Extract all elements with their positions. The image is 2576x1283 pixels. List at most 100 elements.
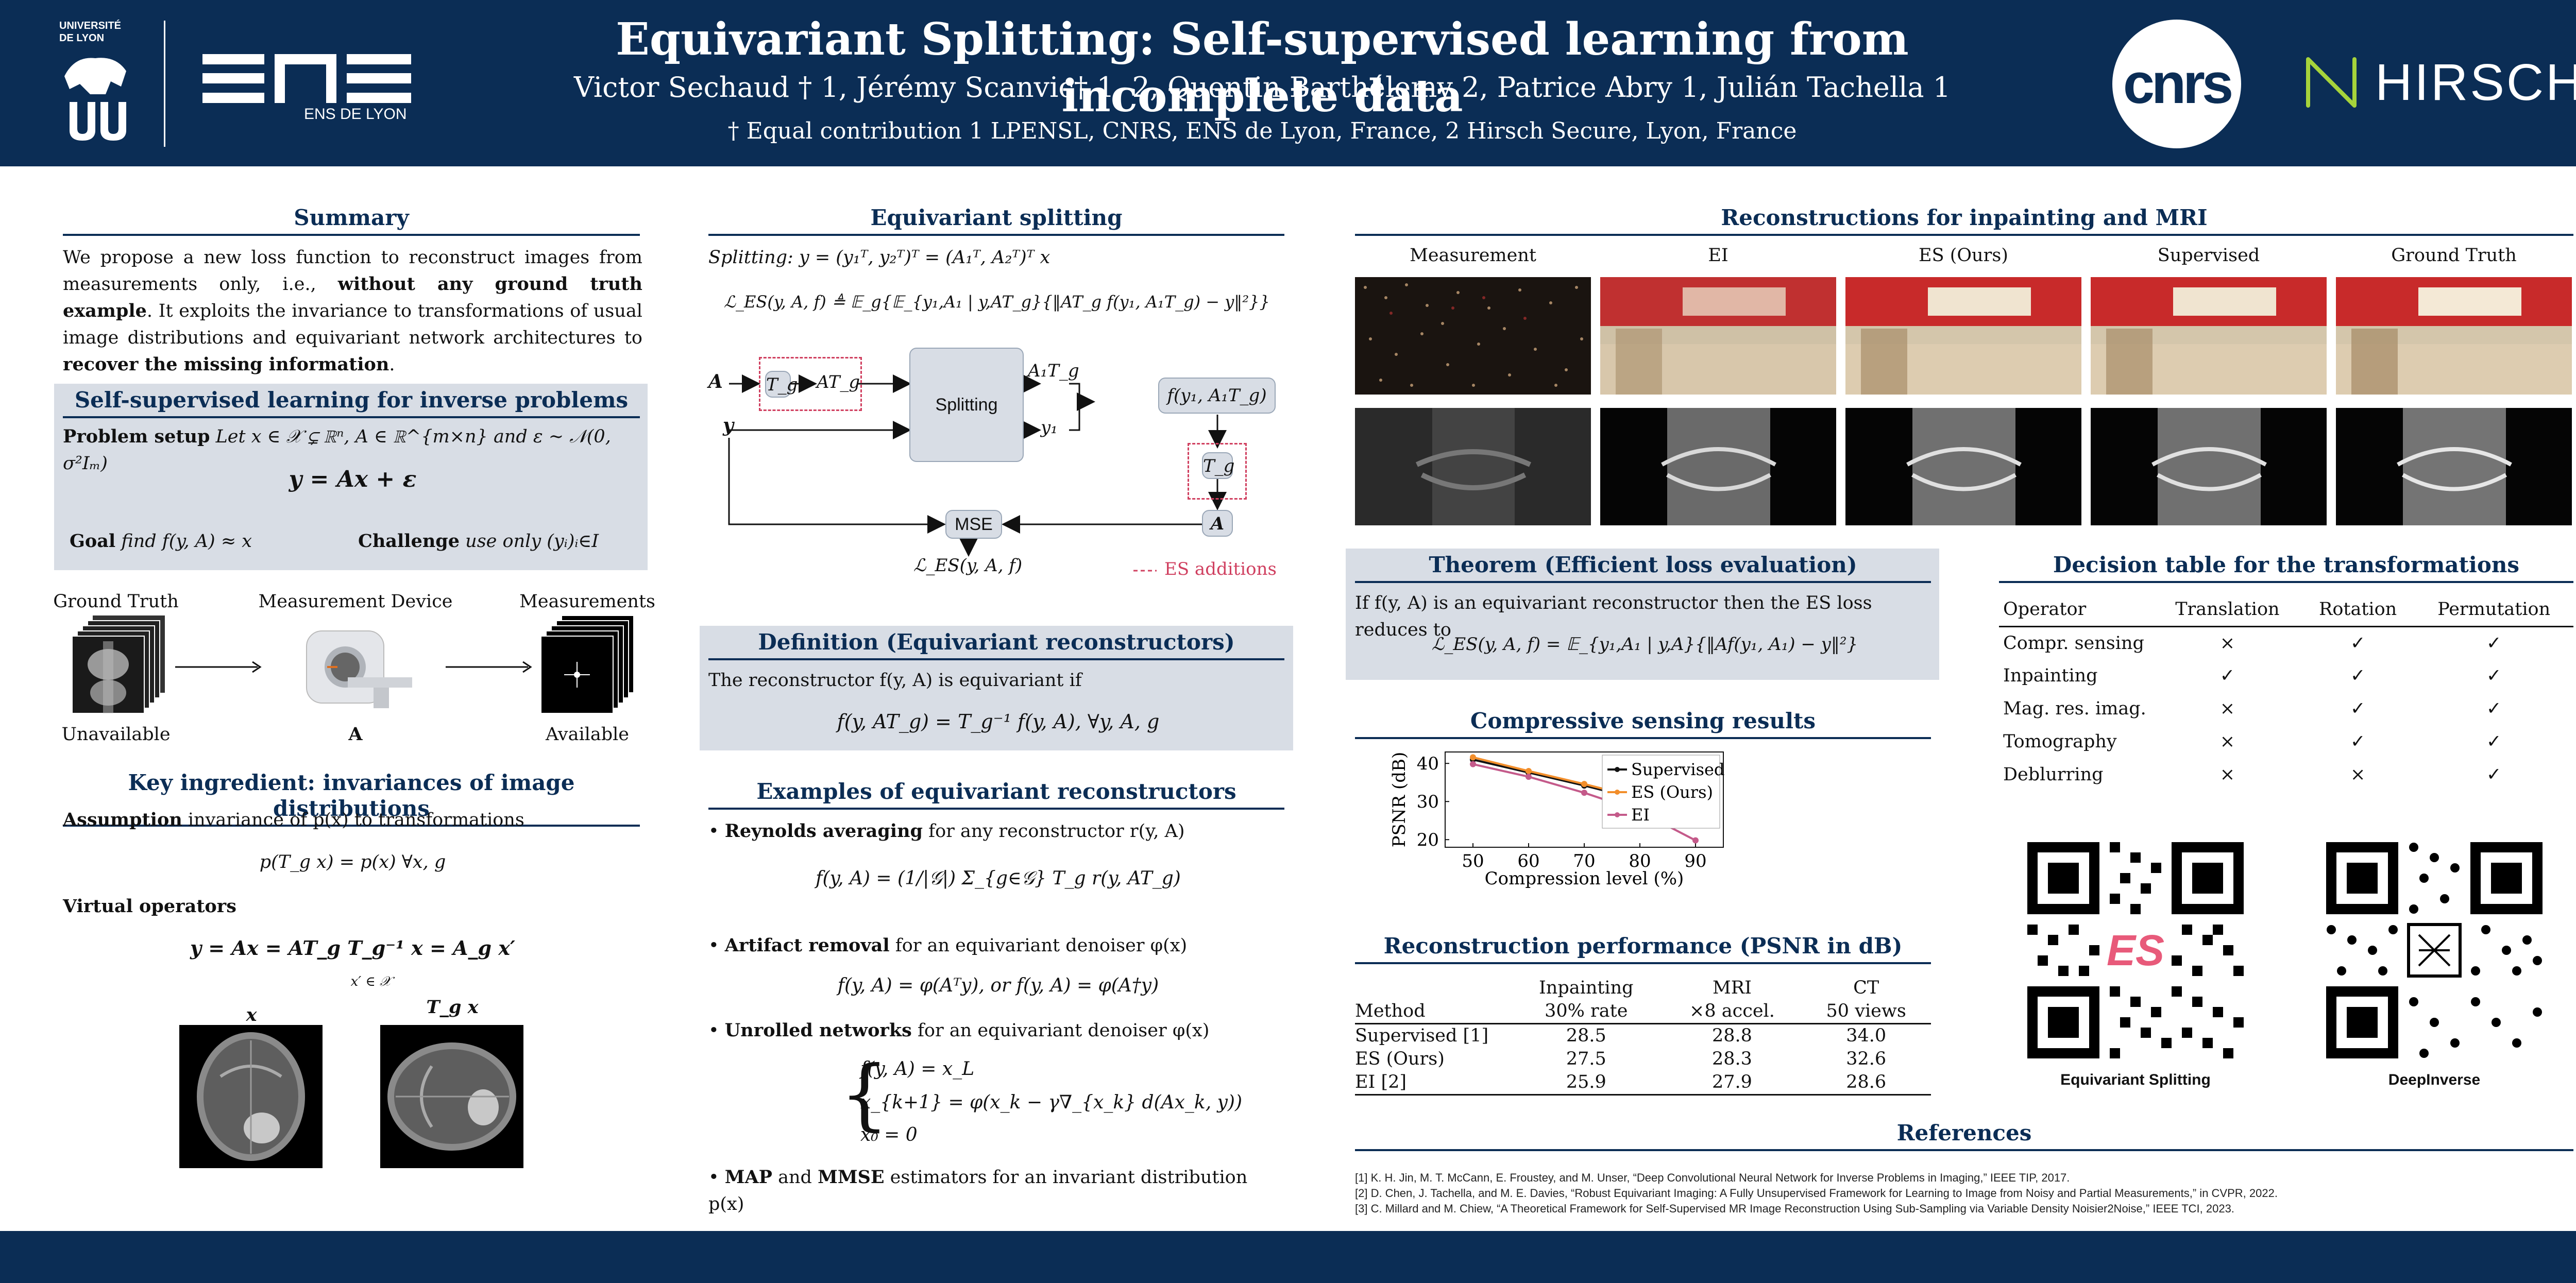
poster-title: Equivariant Splitting: Self-supervised l…	[616, 13, 1909, 122]
ssl-challenge: Challenge use only (yᵢ)ᵢ∈I	[358, 528, 641, 555]
legend-label: EI	[1631, 805, 1650, 825]
univ-lyon-logo: UNIVERSITÉ DE LYON	[59, 20, 131, 148]
ssl-setup-label: Problem setup	[63, 426, 210, 447]
decision-cell: ✓	[2219, 665, 2235, 686]
cnrs-logo-text: cnrs	[2123, 52, 2233, 115]
ssl-goal-text: find f(y, A) ≈ x	[121, 531, 252, 552]
unrolled-brace: {	[840, 1050, 889, 1139]
theorem-equation: ℒ_ES(y, A, f) = 𝔼_{y₁,A₁ | y,A}{‖Af(y₁, …	[1431, 634, 1858, 655]
perf-cell: 34.0	[1846, 1025, 1887, 1046]
hirsch-symbol-icon	[2306, 57, 2357, 108]
decision-cell: ✓	[2350, 731, 2366, 752]
legend-marker	[1615, 812, 1620, 817]
y-axis-label: PSNR (dB)	[1389, 752, 1410, 848]
poster-affiliations: † Equal contribution 1 LPENSL, CNRS, ENS…	[727, 118, 1797, 144]
data-point	[1526, 774, 1532, 780]
perf-header-bot: Method 30% rate ×8 accel. 50 views	[1355, 1000, 1931, 1023]
data-point	[1692, 837, 1699, 844]
ssl-equation: y = Ax + ε	[289, 466, 417, 492]
theorem-box	[1346, 549, 1939, 680]
decision-cell: ✓	[2486, 698, 2502, 719]
perf-table: Inpainting MRI CT Method 30% rate ×8 acc…	[1355, 976, 1931, 1096]
diagram-A: A	[708, 371, 723, 392]
qr-code-equivariant-splitting[interactable]	[2027, 842, 2244, 1058]
x-tick-label: 50	[1462, 851, 1484, 871]
y-tick-label: 30	[1417, 792, 1439, 812]
pipeline-measurements-label: Measurements	[519, 591, 655, 612]
lion-icon	[64, 58, 126, 141]
unrolled-eq2: x_{k+1} = φ(x_k − γ∇_{x_k} d(Ax_k, y))	[860, 1092, 1243, 1113]
x-tick-label: 80	[1629, 851, 1651, 871]
reynolds-text: for any reconstructor r(y, A)	[923, 821, 1185, 842]
table-row: Mag. res. imag. × ✓ ✓	[1999, 692, 2573, 725]
es-logo-icon: ES	[2106, 926, 2165, 974]
recon-grid: Measurement EI ES (Ours) Supervised Grou…	[1355, 242, 2573, 531]
perf-h-top-0	[1355, 976, 1510, 1000]
perf-h-bot-1: 30% rate	[1545, 1001, 1628, 1022]
perf-h-bot-0: Method	[1355, 1001, 1426, 1022]
decision-cell: ✓	[2486, 764, 2502, 785]
recon-col-es: ES (Ours)	[1919, 245, 2008, 266]
assumption-label: Assumption	[63, 809, 182, 830]
decision-cell: ×	[2219, 698, 2235, 719]
summary-bold-2: recover the missing information	[63, 354, 389, 375]
brain-image-tgx	[380, 1025, 523, 1168]
table-row: Tomography × ✓ ✓	[1999, 725, 2573, 758]
reynolds-equation: f(y, A) = (1/|𝒢|) Σ_{g∈𝒢} T_g r(y, AT_g)	[816, 868, 1181, 889]
summary-text-3: .	[389, 354, 395, 375]
table-row: EI [2] 25.9 27.9 28.6	[1355, 1071, 1931, 1094]
ground-truth-stack-image	[72, 615, 165, 714]
virtual-operators-sub: x′ ∈ 𝒳	[350, 974, 392, 989]
ssl-setup: Problem setup Let x ∈ 𝒳 ⊊ ℝⁿ, A ∈ ℝ^{m×n…	[63, 423, 642, 477]
img-tgx-label: T_g x	[426, 997, 479, 1018]
reference-1: [1] K. H. Jin, M. T. McCann, E. Froustey…	[1355, 1171, 2070, 1184]
es-title: Equivariant splitting	[708, 205, 1284, 236]
assumption-body: invariance of p(x) to transformations	[188, 810, 524, 830]
mri-scanner-image	[306, 630, 412, 708]
decision-cell: ×	[2350, 764, 2366, 785]
unrolled-bold: Unrolled networks	[724, 1020, 912, 1041]
legend-marker	[1615, 790, 1620, 795]
qr-label-deepinverse: DeepInverse	[2388, 1071, 2481, 1088]
inpaint-ground-truth-image	[2336, 277, 2572, 395]
y-tick-label: 20	[1417, 830, 1439, 850]
ens-logo	[202, 54, 411, 103]
pipeline-operator-label: A	[348, 724, 363, 745]
footer-banner	[0, 1231, 2576, 1283]
decision-cell: ✓	[2486, 665, 2502, 686]
summary-text-1: We propose a new loss function to recons…	[63, 247, 642, 295]
theorem-title: Theorem (Efficient loss evaluation)	[1355, 552, 1931, 583]
decision-cell: ×	[2219, 632, 2235, 654]
map-bold: MAP	[724, 1167, 772, 1188]
decision-cell: ✓	[2350, 665, 2366, 686]
summary-bold-1: without any ground truth example	[63, 273, 642, 321]
assumption-text: Assumption invariance of p(x) to transfo…	[63, 807, 642, 833]
perf-h-top-2: MRI	[1712, 978, 1752, 998]
table-row: Deblurring × × ✓	[1999, 758, 2573, 791]
diagram-ATg: AT_g	[817, 372, 860, 392]
qr-label-equivariant-splitting: Equivariant Splitting	[2060, 1071, 2211, 1088]
perf-cell: Supervised [1]	[1355, 1025, 1489, 1046]
mmse-bold: MMSE	[818, 1167, 885, 1188]
reconstructor-node: f(y₁, A₁T_g)	[1158, 378, 1276, 414]
recon-col-supervised: Supervised	[2157, 245, 2260, 266]
diagram-A2-node: A	[1202, 510, 1233, 537]
qr-code-deepinverse[interactable]	[2326, 842, 2543, 1058]
decision-h-3: Permutation	[2437, 599, 2551, 620]
examples-title: Examples of equivariant reconstructors	[708, 779, 1284, 810]
decision-h-1: Translation	[2175, 599, 2280, 620]
ssl-title: Self-supervised learning for inverse pro…	[63, 387, 640, 418]
recon-col-ground-truth: Ground Truth	[2391, 245, 2517, 266]
es-diagram: A T_g AT_g Splitting A₁T_g A₁T_g y₁ y f(…	[708, 340, 1288, 587]
poster-authors: Victor Sechaud † 1, Jérémy Scanvic† 1, 2…	[573, 71, 1951, 104]
map-and: and	[772, 1167, 818, 1188]
perf-h-bot-2: ×8 accel.	[1689, 1001, 1775, 1022]
decision-cell: Inpainting	[2003, 665, 2098, 686]
perf-cell: 28.5	[1566, 1025, 1606, 1046]
cs-title: Compressive sensing results	[1355, 708, 1931, 739]
summary-text: We propose a new loss function to recons…	[63, 244, 642, 378]
artifact-bold: Artifact removal	[724, 935, 890, 956]
reference-3: [3] C. Millard and M. Chiew, “A Theoreti…	[1355, 1202, 2234, 1215]
decision-cell: Deblurring	[2003, 764, 2104, 785]
mri-supervised-image	[2091, 408, 2327, 525]
